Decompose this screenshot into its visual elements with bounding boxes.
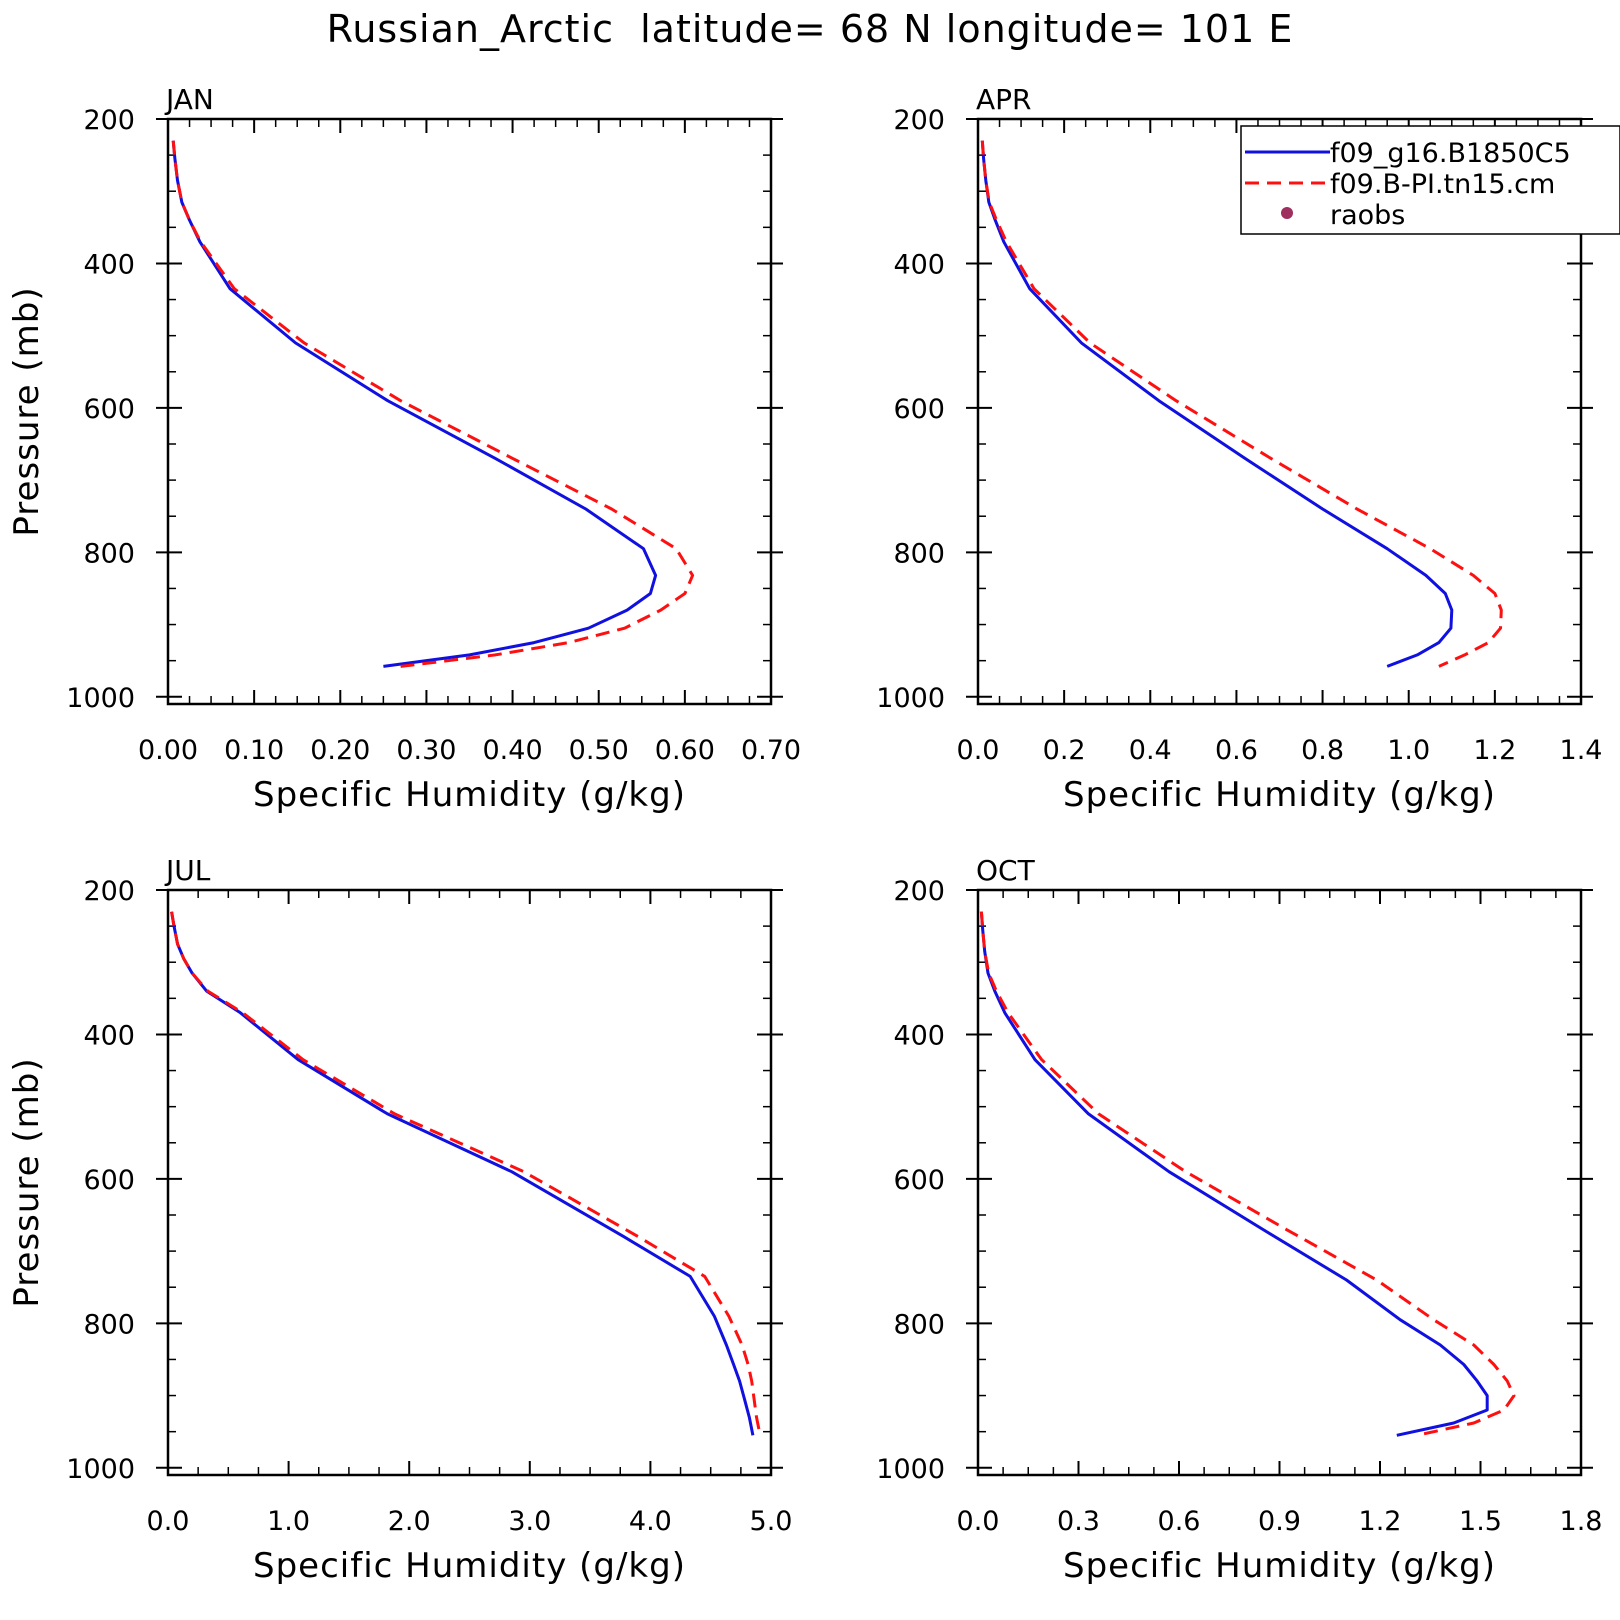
x-tick-label: 0.3	[1057, 1506, 1100, 1537]
y-tick-label: 1000	[66, 683, 135, 714]
series-line-1	[170, 911, 755, 1436]
plot-frame	[166, 117, 773, 706]
series-line-2	[170, 911, 762, 1436]
x-tick-label: 0.10	[224, 735, 284, 766]
panel-title: JUL	[164, 854, 211, 887]
x-tick-label: 1.0	[1387, 735, 1430, 766]
y-tick-label: 1000	[876, 1454, 945, 1485]
legend-label: f09_g16.B1850C5	[1330, 138, 1571, 169]
x-tick-label: 1.2	[1359, 1506, 1402, 1537]
series-line-1	[980, 140, 1454, 668]
x-tick-label: 0.4	[1129, 735, 1172, 766]
y-tick-label: 200	[893, 876, 945, 907]
panel-jan: JAN 0.00 0.10 0.20 0.30 0.40 0.50 0.60 0.70 200 40…	[7, 83, 801, 815]
y-tick-label: 1000	[876, 683, 945, 714]
y-tick-label: 600	[83, 394, 135, 425]
y-tick-label: 800	[893, 538, 945, 569]
x-tick-label: 2.0	[388, 1506, 431, 1537]
y-tick-label: 600	[83, 1165, 135, 1196]
panel-title: JAN	[164, 83, 214, 116]
x-tick-label: 1.4	[1560, 735, 1603, 766]
x-tick-label: 0.30	[396, 735, 456, 766]
x-tick-label: 0.6	[1215, 735, 1258, 766]
x-tick-label: 0.60	[655, 735, 715, 766]
x-tick-label: 0.8	[1301, 735, 1344, 766]
x-tick-label: 0.2	[1043, 735, 1086, 766]
x-axis-label: Specific Humidity (g/kg)	[253, 775, 686, 815]
y-tick-label: 800	[83, 538, 135, 569]
y-tick-label: 400	[893, 249, 945, 280]
x-tick-label: 5.0	[750, 1506, 793, 1537]
y-tick-label: 400	[893, 1020, 945, 1051]
y-tick-label: 800	[893, 1309, 945, 1340]
x-tick-label: 1.8	[1560, 1506, 1603, 1537]
y-tick-label: 200	[893, 105, 945, 136]
panel-jul: JUL 0.0 1.0 2.0 3.0 4.0 5.0 200 400 600 800 1000 Spe…	[7, 854, 792, 1586]
series-line-2	[980, 140, 1503, 668]
x-tick-label: 0.20	[310, 735, 370, 766]
x-axis-label: Specific Humidity (g/kg)	[253, 1546, 686, 1586]
panel-oct: OCT 0.0 0.3 0.6 0.9 1.2 1.5 1.8 200 400 600 800 1000…	[876, 854, 1602, 1586]
y-axis-label: Pressure (mb)	[7, 1057, 47, 1307]
series-line-1	[171, 140, 658, 668]
legend-label: raobs	[1330, 200, 1405, 231]
panel-title: APR	[976, 83, 1032, 116]
legend-box	[1240, 125, 1620, 235]
plot-frame	[976, 888, 1583, 1477]
panels: JAN 0.00 0.10 0.20 0.30 0.40 0.50 0.60 0.70 200 40…	[7, 83, 1602, 1586]
x-axis-label: Specific Humidity (g/kg)	[1063, 775, 1496, 815]
x-tick-label: 1.0	[267, 1506, 310, 1537]
panel-title: OCT	[976, 854, 1036, 887]
x-tick-label: 0.00	[138, 735, 198, 766]
y-tick-label: 1000	[66, 1454, 135, 1485]
series-line-2	[979, 911, 1516, 1437]
x-tick-label: 0.40	[483, 735, 543, 766]
y-axis-label: Pressure (mb)	[7, 286, 47, 536]
y-tick-label: 800	[83, 1309, 135, 1340]
x-tick-label: 0.0	[957, 735, 1000, 766]
x-tick-label: 0.70	[741, 735, 801, 766]
y-tick-label: 600	[893, 394, 945, 425]
y-tick-label: 200	[83, 876, 135, 907]
x-tick-label: 0.6	[1158, 1506, 1201, 1537]
x-tick-label: 0.9	[1258, 1506, 1301, 1537]
panel-apr: APR 0.0 0.2 0.4 0.6 0.8 1.0 1.2 1.4 200 400 600 800 1…	[876, 83, 1602, 815]
x-axis-label: Specific Humidity (g/kg)	[1063, 1546, 1496, 1586]
legend-label: f09.B-PI.tn15.cm	[1330, 169, 1555, 200]
figure-title: Russian_Arctic latitude= 68 N longitude=…	[327, 7, 1294, 51]
plot-frame	[166, 888, 773, 1477]
y-tick-label: 600	[893, 1165, 945, 1196]
series-line-1	[979, 911, 1489, 1437]
x-tick-label: 0.50	[569, 735, 629, 766]
x-tick-label: 3.0	[508, 1506, 551, 1537]
x-tick-label: 1.5	[1459, 1506, 1502, 1537]
y-tick-label: 200	[83, 105, 135, 136]
legend-marker-raobs	[1281, 207, 1293, 219]
x-tick-label: 0.0	[147, 1506, 190, 1537]
y-tick-label: 400	[83, 249, 135, 280]
y-tick-label: 400	[83, 1020, 135, 1051]
x-tick-label: 1.2	[1473, 735, 1516, 766]
series-line-2	[171, 140, 695, 668]
x-tick-label: 4.0	[629, 1506, 672, 1537]
x-tick-label: 0.0	[957, 1506, 1000, 1537]
